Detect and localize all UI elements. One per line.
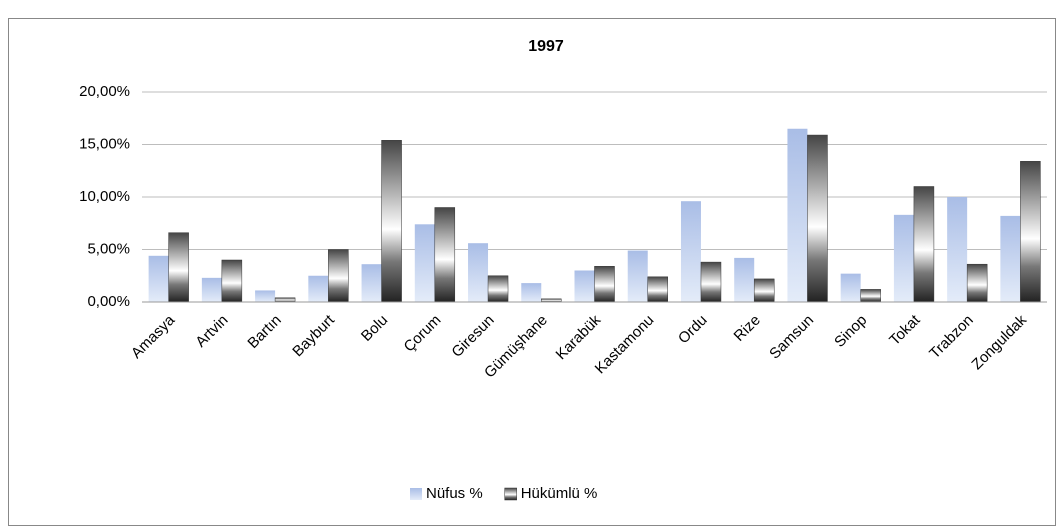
y-tick-label: 20,00% [79,83,130,100]
bar [168,232,189,303]
legend-label: Hükümlü % [521,485,598,502]
bar [221,259,243,303]
bar [807,134,828,303]
bar [734,257,755,302]
bar [860,289,881,303]
bar [594,266,615,303]
bar [700,261,722,303]
bar [255,290,276,302]
legend-swatch [504,487,517,501]
y-tick-label: 5,00% [87,240,130,257]
bar [893,214,914,302]
y-tick-label: 10,00% [79,188,130,205]
bar [1000,215,1021,302]
bar [487,275,509,303]
bar [328,249,349,303]
legend-label: Nüfus % [426,485,483,502]
bar [308,275,329,302]
legend-swatch [410,488,422,500]
bar [787,128,808,302]
bar [574,270,595,302]
y-tick-label: 15,00% [79,135,130,152]
bar [414,224,435,302]
bar [680,201,701,302]
y-tick-label: 0,00% [87,293,130,310]
bar [913,186,935,303]
bar [274,297,296,303]
bar [1020,161,1041,303]
chart-title: 1997 [528,38,564,55]
bar [434,207,456,303]
bar [148,255,169,302]
bar [840,273,861,302]
bar [647,276,668,303]
bar [361,264,382,302]
bar [753,278,775,303]
bar [201,277,222,302]
bar [381,140,402,303]
bar [468,243,489,302]
bar [627,250,648,302]
bar [947,197,968,302]
bar [966,263,988,303]
bar [521,283,542,302]
